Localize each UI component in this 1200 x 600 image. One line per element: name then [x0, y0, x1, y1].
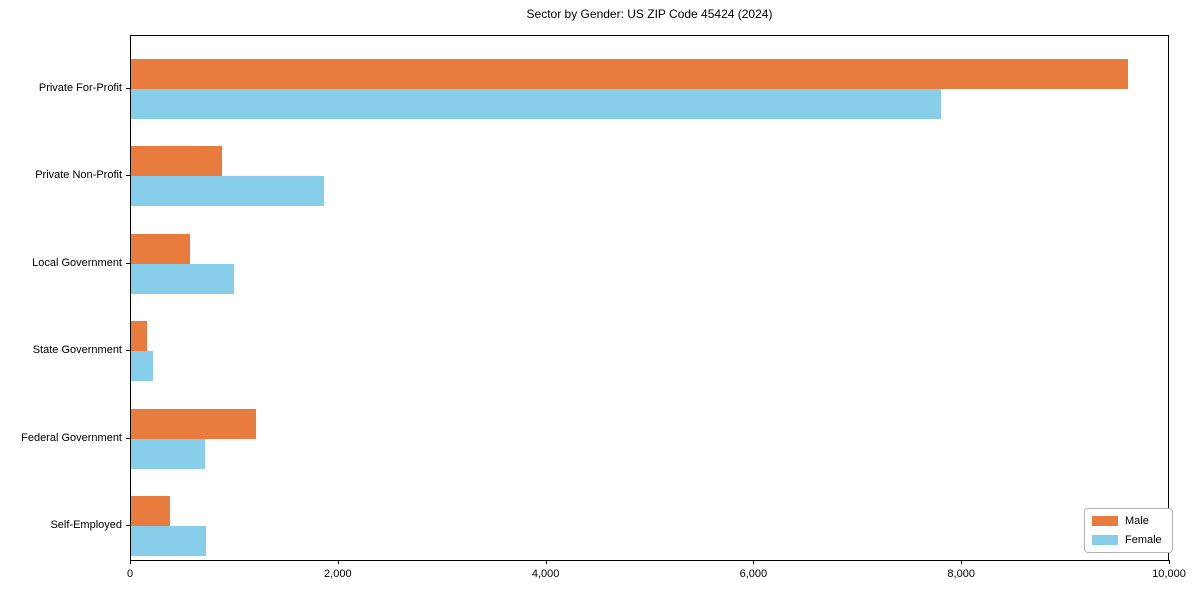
bar-female-4 — [131, 351, 153, 382]
x-tick-label-8,000: 8,000 — [947, 568, 975, 580]
x-tick-mark — [130, 560, 131, 564]
x-tick-label-4,000: 4,000 — [531, 568, 560, 580]
x-tick-mark — [1169, 560, 1170, 564]
legend-label-male: Male — [1125, 515, 1149, 527]
bar-male-2 — [131, 146, 223, 177]
bar-female-6 — [131, 526, 206, 556]
x-tick-label-0: 0 — [126, 568, 134, 580]
x-tick-label-10,000: 10,000 — [1152, 568, 1186, 580]
y-axis-label-5: Federal Government — [21, 431, 122, 444]
bar-male-1 — [131, 59, 1129, 89]
bar-female-2 — [131, 176, 325, 207]
plot-area — [130, 35, 1169, 561]
female-swatch — [1092, 535, 1118, 545]
y-tick-mark — [126, 175, 130, 177]
y-tick-mark — [126, 88, 130, 89]
x-tick-label-2,000: 2,000 — [324, 568, 352, 580]
y-axis-label-3: Local Government — [32, 256, 122, 269]
y-axis-label-1: Private For-Profit — [38, 82, 122, 94]
y-tick-mark — [126, 437, 130, 439]
legend-entry-male: Male — [1092, 515, 1164, 527]
x-tick-mark — [337, 560, 339, 564]
y-tick-mark — [126, 262, 130, 264]
y-axis-label-2: Private Non-Profit — [35, 169, 122, 182]
y-axis-label-6: Self-Employed — [50, 519, 122, 531]
bar-male-6 — [131, 496, 171, 526]
bar-female-3 — [131, 263, 234, 294]
y-tick-mark — [126, 350, 130, 352]
chart-title: Sector by Gender: US ZIP Code 45424 (202… — [526, 7, 773, 21]
legend-label-female: Female — [1125, 534, 1162, 546]
x-tick-label-6,000: 6,000 — [739, 568, 768, 580]
legend: Male Female — [1084, 508, 1173, 553]
bar-male-3 — [131, 233, 191, 264]
bar-male-4 — [131, 321, 147, 352]
y-tick-mark — [126, 525, 130, 526]
bar-female-1 — [131, 89, 942, 119]
x-tick-mark — [753, 560, 755, 564]
legend-entry-female: Female — [1092, 534, 1164, 546]
male-swatch — [1092, 516, 1118, 526]
x-tick-mark — [545, 560, 547, 564]
bar-male-5 — [131, 408, 256, 439]
y-axis-label-4: State Government — [32, 344, 122, 357]
bar-female-5 — [131, 438, 205, 469]
x-tick-mark — [961, 560, 963, 564]
